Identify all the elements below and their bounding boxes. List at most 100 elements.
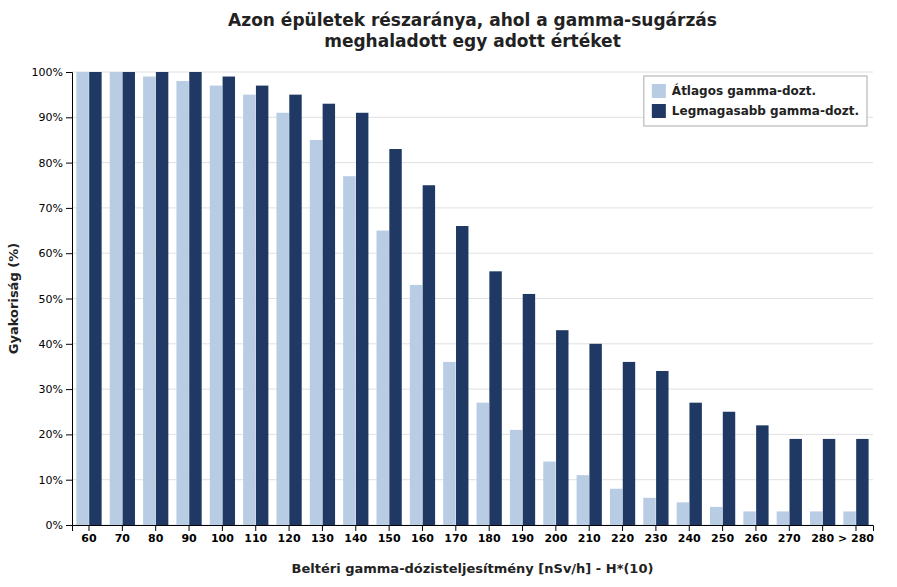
y-tick: 30% (39, 383, 72, 396)
bar (489, 271, 501, 525)
legend-swatch (652, 104, 666, 118)
x-tick-mark (255, 525, 256, 531)
y-tick-mark (66, 299, 72, 300)
bar (310, 140, 322, 525)
y-tick-label: 30% (39, 383, 63, 396)
y-tick: 20% (39, 428, 72, 441)
x-tick-label: 150 (378, 532, 401, 545)
x-tick: 80 (148, 525, 164, 545)
x-tick-label: 210 (578, 532, 601, 545)
bar (723, 412, 735, 525)
x-tick-mark (722, 525, 723, 531)
x-tick-mark (489, 525, 490, 531)
x-tick-mark (822, 525, 823, 531)
bar (477, 403, 489, 525)
x-tick: 210 (578, 525, 601, 545)
x-axis-title: Beltéri gamma-dózisteljesítmény [nSv/h] … (292, 561, 654, 576)
x-tick-mark (755, 525, 756, 531)
legend: Átlagos gamma-dozt. Legmagasabb gamma-doz… (644, 76, 867, 126)
x-tick-label: 260 (744, 532, 767, 545)
x-tick-label: 70 (115, 532, 131, 545)
x-tick-mark (155, 525, 156, 531)
bar (810, 511, 822, 525)
y-tick-mark (66, 434, 72, 435)
x-tick-label: 200 (544, 532, 567, 545)
x-tick: 100 (211, 525, 234, 545)
bar (656, 371, 668, 525)
bar (123, 72, 135, 525)
x-tick: 160 (411, 525, 434, 545)
bar (143, 77, 155, 525)
x-tick: 140 (344, 525, 367, 545)
bar (623, 362, 635, 525)
bar (76, 72, 88, 525)
bar (210, 86, 222, 525)
x-tick-mark (422, 525, 423, 531)
grid (72, 72, 873, 525)
y-axis: 0%10%20%30%40%50%60%70%80%90%100% (32, 66, 73, 532)
x-tick: 250 (711, 525, 734, 545)
x-tick: 230 (644, 525, 667, 545)
bar (243, 95, 255, 525)
x-axis-line (73, 526, 874, 532)
y-tick: 100% (32, 66, 72, 79)
x-tick: 280 (811, 525, 834, 545)
y-tick-label: 10% (39, 474, 63, 487)
y-tick-mark (66, 480, 72, 481)
x-tick-mark (789, 525, 790, 531)
x-tick: 150 (378, 525, 401, 545)
y-tick-label: 40% (39, 338, 63, 351)
y-tick: 40% (39, 338, 72, 351)
y-tick: 90% (39, 111, 72, 124)
plot: 0%10%20%30%40%50%60%70%80%90%100%6070809… (32, 66, 875, 545)
y-tick-mark (66, 117, 72, 118)
bar (377, 231, 389, 525)
bar (543, 462, 555, 525)
y-tick-mark (66, 344, 72, 345)
bar (689, 403, 701, 525)
bar (710, 507, 722, 525)
x-tick-label: 240 (678, 532, 701, 545)
y-tick-label: 50% (39, 293, 63, 306)
x-tick: 200 (544, 525, 567, 545)
x-tick-label: 110 (244, 532, 267, 545)
bar (643, 498, 655, 525)
legend-item: Átlagos gamma-dozt. (652, 83, 816, 98)
x-tick-mark (622, 525, 623, 531)
y-tick: 50% (39, 293, 72, 306)
x-tick-label: 280 (811, 532, 834, 545)
y-axis-line (66, 73, 73, 526)
x-tick: 180 (478, 525, 501, 545)
x-axis: 6070809010011012013014015016017018019020… (73, 525, 875, 545)
y-tick-label: 0% (46, 519, 63, 532)
bar (410, 285, 422, 525)
x-tick: > 280 (838, 525, 874, 545)
title-line: meghaladott egy adott értéket (324, 31, 621, 51)
x-tick-label: 230 (644, 532, 667, 545)
x-tick-mark (322, 525, 323, 531)
x-tick-mark (189, 525, 190, 531)
bar (343, 176, 355, 525)
bar (556, 330, 568, 525)
x-tick-label: 170 (444, 532, 467, 545)
y-tick-label: 20% (39, 428, 63, 441)
bar-series (89, 72, 868, 525)
bar (156, 72, 168, 525)
legend-box (644, 76, 867, 126)
y-tick: 10% (39, 474, 72, 487)
x-tick-label: 220 (611, 532, 634, 545)
legend-label: Legmagasabb gamma-dozt. (672, 104, 859, 118)
y-tick: 80% (39, 157, 72, 170)
x-tick-label: 130 (311, 532, 334, 545)
x-tick-mark (222, 525, 223, 531)
bars (76, 72, 868, 525)
bar-series (76, 72, 855, 525)
y-tick-mark (66, 253, 72, 254)
x-tick-label: 120 (278, 532, 301, 545)
y-tick-label: 90% (39, 111, 63, 124)
y-tick: 70% (39, 202, 72, 215)
bar (610, 489, 622, 525)
bar (256, 86, 268, 525)
y-tick-mark (66, 72, 72, 73)
bar (523, 294, 535, 525)
